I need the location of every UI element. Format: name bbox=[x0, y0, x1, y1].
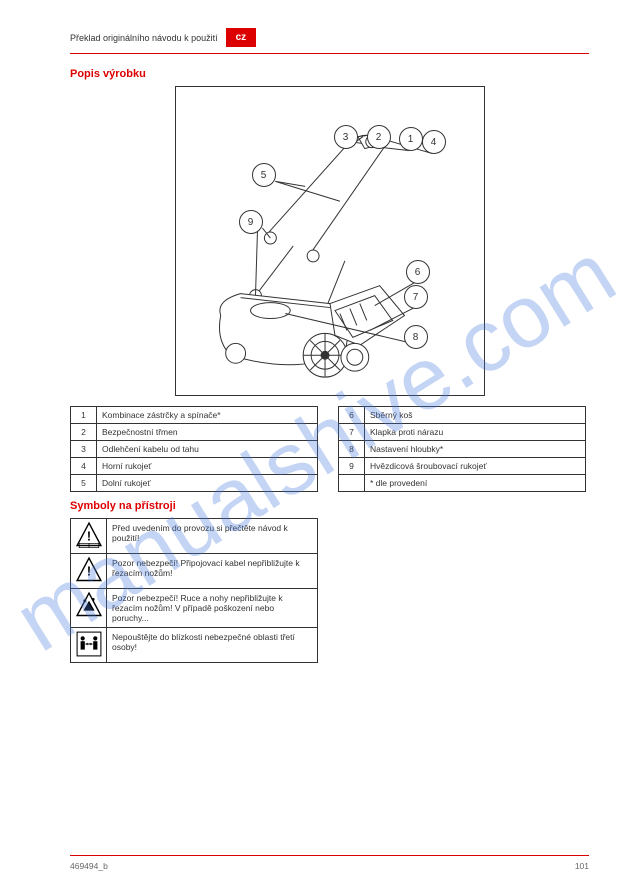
part-num: 1 bbox=[71, 407, 97, 424]
part-num: 2 bbox=[71, 424, 97, 441]
product-diagram: 123 4 5 67 8 9 bbox=[175, 86, 485, 396]
part-label: Horní rukojeť bbox=[97, 458, 318, 475]
part-label: Odlehčení kabelu od tahu bbox=[97, 441, 318, 458]
table-row: 6Sběrný koš bbox=[339, 407, 586, 424]
symbol-row: Pozor nebezpečí! Ruce a nohy nepřibližuj… bbox=[71, 589, 318, 628]
table-row: 8Nastavení hloubky* bbox=[339, 441, 586, 458]
callout-4: 4 bbox=[422, 130, 446, 154]
parts-table-left: 1Kombinace zástrčky a spínače*2Bezpečnos… bbox=[70, 406, 318, 492]
parts-tables: 1Kombinace zástrčky a spínače*2Bezpečnos… bbox=[70, 406, 589, 492]
section-product-desc: Popis výrobku bbox=[70, 68, 589, 80]
callout-7: 7 bbox=[404, 285, 428, 309]
callout-8: 8 bbox=[404, 325, 428, 349]
dist-icon bbox=[71, 628, 107, 663]
part-label: Bezpečnostní třmen bbox=[97, 424, 318, 441]
part-num: 9 bbox=[339, 458, 365, 475]
symbol-text: Před uvedením do provozu si přečtěte náv… bbox=[107, 519, 318, 554]
callout-2: 2 bbox=[367, 125, 391, 149]
table-row: 3Odlehčení kabelu od tahu bbox=[71, 441, 318, 458]
eject-icon bbox=[71, 589, 107, 628]
symbol-text: Nepouštějte do blízkosti nebezpečné obla… bbox=[107, 628, 318, 663]
table-row: 5Dolní rukojeť bbox=[71, 475, 318, 492]
table-row: 4Horní rukojeť bbox=[71, 458, 318, 475]
parts-table-right: 6Sběrný koš7Klapka proti nárazu8Nastaven… bbox=[338, 406, 586, 492]
callout-9: 9 bbox=[239, 210, 263, 234]
symbol-row: ! Před uvedením do provozu si přečtěte ná… bbox=[71, 519, 318, 554]
part-num: 8 bbox=[339, 441, 365, 458]
callout-3: 3 bbox=[334, 125, 358, 149]
table-row: 2Bezpečnostní třmen bbox=[71, 424, 318, 441]
table-row: * dle provedení bbox=[339, 475, 586, 492]
warn-manual-icon: ! bbox=[71, 519, 107, 554]
part-label: Dolní rukojeť bbox=[97, 475, 318, 492]
callout-5: 5 bbox=[252, 163, 276, 187]
callout-6: 6 bbox=[406, 260, 430, 284]
part-label: * dle provedení bbox=[365, 475, 586, 492]
part-num: 4 bbox=[71, 458, 97, 475]
part-num: 5 bbox=[71, 475, 97, 492]
part-num bbox=[339, 475, 365, 492]
part-label: Klapka proti nárazu bbox=[365, 424, 586, 441]
header-title: Překlad originálního návodu k použití bbox=[70, 33, 218, 43]
footer-right: 101 bbox=[575, 861, 589, 871]
lang-badge: cz bbox=[226, 28, 257, 47]
symbols-table: ! Před uvedením do provozu si přečtěte ná… bbox=[70, 518, 318, 663]
table-row: 9Hvězdicová šroubovací rukojeť bbox=[339, 458, 586, 475]
footer-left: 469494_b bbox=[70, 861, 108, 871]
callout-1: 1 bbox=[399, 127, 423, 151]
symbol-text: Pozor nebezpečí! Ruce a nohy nepřibližuj… bbox=[107, 589, 318, 628]
svg-text:!: ! bbox=[86, 565, 90, 579]
symbol-text: Pozor nebezpečí! Připojovací kabel nepři… bbox=[107, 554, 318, 589]
svg-text:!: ! bbox=[86, 530, 90, 544]
warn-icon: ! bbox=[71, 554, 107, 589]
header: Překlad originálního návodu k použití cz bbox=[70, 28, 589, 54]
part-num: 6 bbox=[339, 407, 365, 424]
symbol-row: ! Pozor nebezpečí! Připojovací kabel nepř… bbox=[71, 554, 318, 589]
part-label: Nastavení hloubky* bbox=[365, 441, 586, 458]
part-label: Hvězdicová šroubovací rukojeť bbox=[365, 458, 586, 475]
part-num: 7 bbox=[339, 424, 365, 441]
table-row: 1Kombinace zástrčky a spínače* bbox=[71, 407, 318, 424]
part-label: Kombinace zástrčky a spínače* bbox=[97, 407, 318, 424]
footer: 469494_b 101 bbox=[70, 855, 589, 871]
part-num: 3 bbox=[71, 441, 97, 458]
section-symbols: Symboly na přístroji bbox=[70, 500, 589, 512]
symbol-row: Nepouštějte do blízkosti nebezpečné obla… bbox=[71, 628, 318, 663]
part-label: Sběrný koš bbox=[365, 407, 586, 424]
table-row: 7Klapka proti nárazu bbox=[339, 424, 586, 441]
